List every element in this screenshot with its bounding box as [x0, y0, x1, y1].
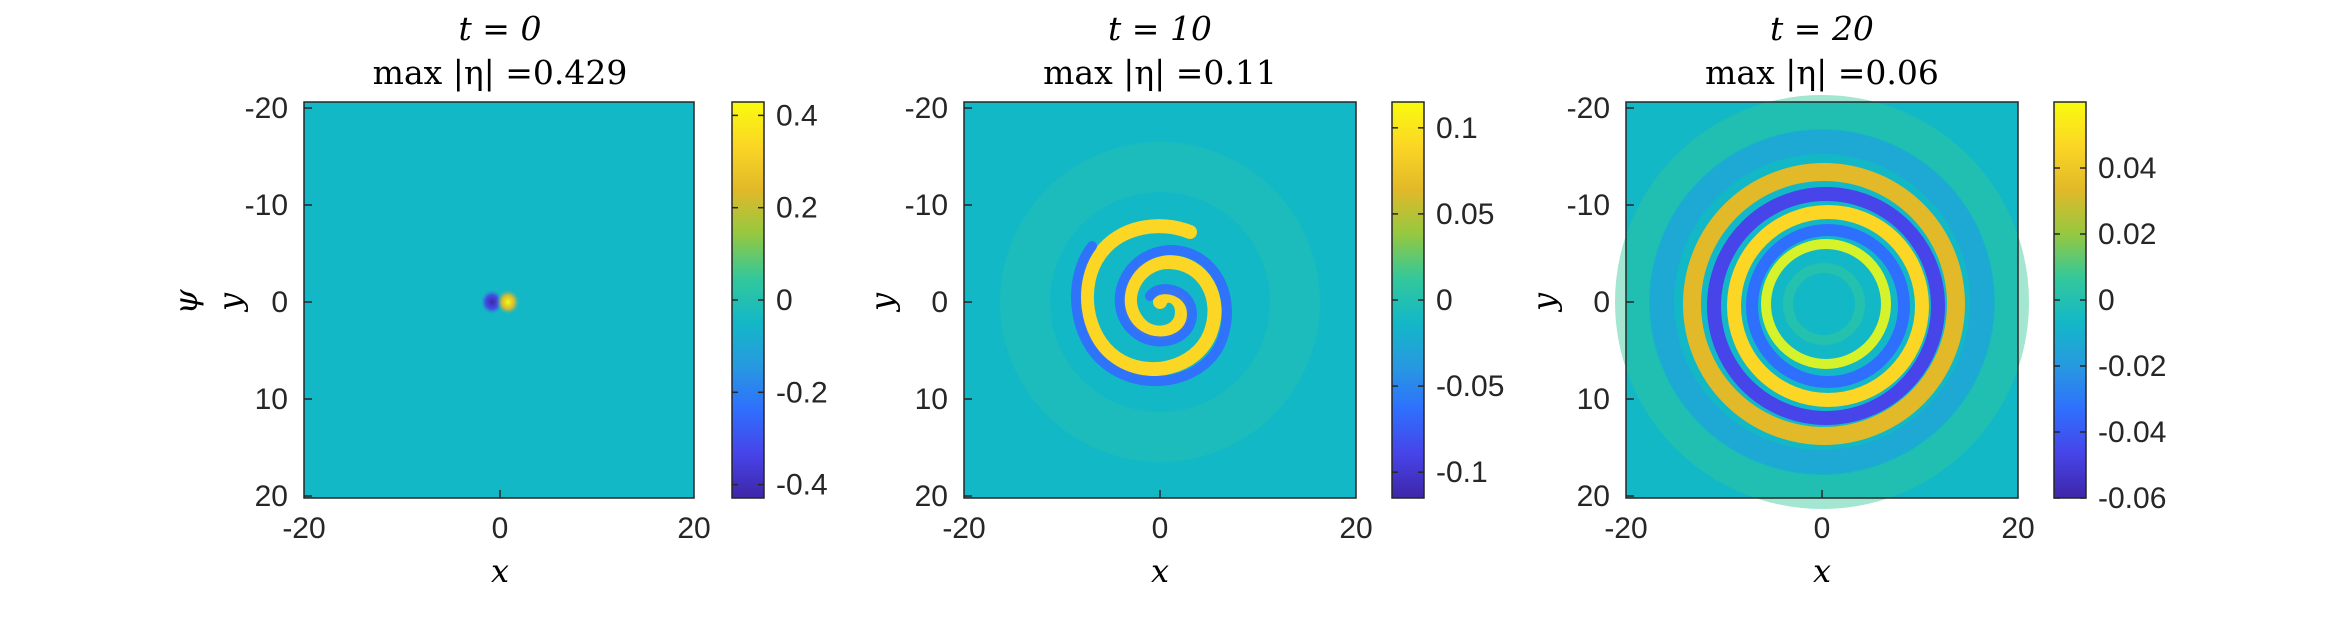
colorbar-tick-label: 0 [776, 284, 793, 317]
panel-1-ylabel: y [211, 292, 249, 313]
panel-3-ring-inner [1783, 263, 1865, 345]
panel-2-xtick-1: -20 [942, 512, 985, 545]
colorbar-tick-label: -0.04 [2098, 416, 2166, 449]
panel-2-ticks [964, 107, 1161, 498]
colorbar-tick-label: 0.4 [776, 99, 818, 132]
panel-3-xtick-3: 20 [2001, 512, 2034, 545]
panel-3-ytick-2: -10 [1567, 189, 1610, 222]
colorbar-tick-label: -0.2 [776, 376, 828, 409]
panel-3-ylabel: y [1525, 292, 1563, 313]
panel-1-ticks [304, 107, 501, 498]
panel-3-ring-5 [1761, 239, 1891, 369]
panel-2-xtick-3: 20 [1339, 512, 1372, 545]
panel-2-spiral-negative [1071, 241, 1232, 387]
panel-3-ytick-4: 10 [1577, 383, 1610, 416]
panel-3: t = 20 max |η| =0.06 -20 -10 0 10 20 -20… [1525, 9, 2166, 590]
panel-2-ytick-1: -20 [905, 92, 948, 125]
colorbar-tick-label: 0 [1436, 284, 1453, 317]
panel-2-spiral-positive [1079, 219, 1222, 377]
panel-1-ytick-4: 10 [255, 383, 288, 416]
panel-1-axes-box [303, 101, 695, 499]
panel-1-dipole-positive [496, 289, 520, 315]
colorbar-tick-label: 0.02 [2098, 218, 2156, 251]
panel-3-ytick-3: 0 [1593, 286, 1610, 319]
panel-1-xtick-1: -20 [282, 512, 325, 545]
panel-3-xtick-1: -20 [1604, 512, 1647, 545]
panel-2-ytick-5: 20 [915, 480, 948, 513]
panel-3-xtick-2: 0 [1814, 512, 1831, 545]
panel-2-ytick-3: 0 [931, 286, 948, 319]
panel-1-xtick-3: 20 [677, 512, 710, 545]
panel-3-colorbar-ticks: 0.04 0.02 0 -0.02 -0.04 -0.06 [2054, 152, 2166, 515]
panel-2-title-time: t = 10 [1108, 9, 1212, 48]
panel-3-ring-outer-negative [1650, 130, 1994, 474]
panel-3-ytick-1: -20 [1567, 92, 1610, 125]
panel-1-ytick-3: 0 [271, 286, 288, 319]
panel-2-xlabel: x [1151, 552, 1169, 590]
colorbar-tick-label: 0.05 [1436, 198, 1494, 231]
colorbar-tick-label: 0 [2098, 284, 2115, 317]
colorbar-tick-label: -0.4 [776, 469, 828, 502]
colorbar-tick-label: -0.02 [2098, 350, 2166, 383]
colorbar-tick-label: 0.04 [2098, 152, 2156, 185]
colorbar-tick-label: 0.1 [1436, 112, 1478, 145]
panel-1-ytick-2: -10 [245, 189, 288, 222]
colorbar-tick-label: -0.1 [1436, 456, 1488, 489]
panel-3-title-max: max |η| =0.06 [1705, 53, 1939, 92]
panel-3-xlabel: x [1813, 552, 1831, 590]
panel-1-ytick-5: 20 [255, 480, 288, 513]
panel-2-ylabel: y [863, 292, 901, 313]
panel-2: t = 10 max |η| =0.11 -20 -10 0 10 20 -20… [863, 9, 1504, 590]
colorbar-tick-label: -0.06 [2098, 482, 2166, 515]
panel-1-colorbar-ticks: 0.4 0.2 0 -0.2 -0.4 [732, 99, 828, 502]
panel-2-ytick-2: -10 [905, 189, 948, 222]
panel-2-title-max: max |η| =0.11 [1043, 53, 1277, 92]
panel-3-ring-1 [1683, 163, 1965, 445]
panel-1-xtick-2: 0 [492, 512, 509, 545]
panel-1-xlabel: x [491, 552, 509, 590]
panel-1: t = 0 max |η| =0.429 -20 -10 0 10 20 -20… [167, 9, 828, 590]
panel-2-outer-halo [1000, 142, 1320, 462]
panel-2-colorbar-ticks: 0.1 0.05 0 -0.05 -0.1 [1392, 112, 1504, 489]
panel-1-title-time: t = 0 [459, 9, 542, 48]
panel-1-ytick-1: -20 [245, 92, 288, 125]
panel-3-ring-4 [1746, 224, 1910, 388]
colorbar-tick-label: -0.05 [1436, 370, 1504, 403]
panel-3-ticks [1626, 107, 1823, 498]
panel-2-ytick-4: 10 [915, 383, 948, 416]
colorbar-tick-label: 0.2 [776, 192, 818, 225]
panel-3-ring-2 [1707, 187, 1945, 425]
panel-1-title-max: max |η| =0.429 [373, 53, 628, 92]
panel-3-title-time: t = 20 [1770, 9, 1874, 48]
panel-3-ring-3 [1727, 205, 1929, 407]
panel-1-extra-ylabel: ψ [167, 289, 205, 315]
panel-2-xtick-2: 0 [1152, 512, 1169, 545]
panel-3-ytick-5: 20 [1577, 480, 1610, 513]
